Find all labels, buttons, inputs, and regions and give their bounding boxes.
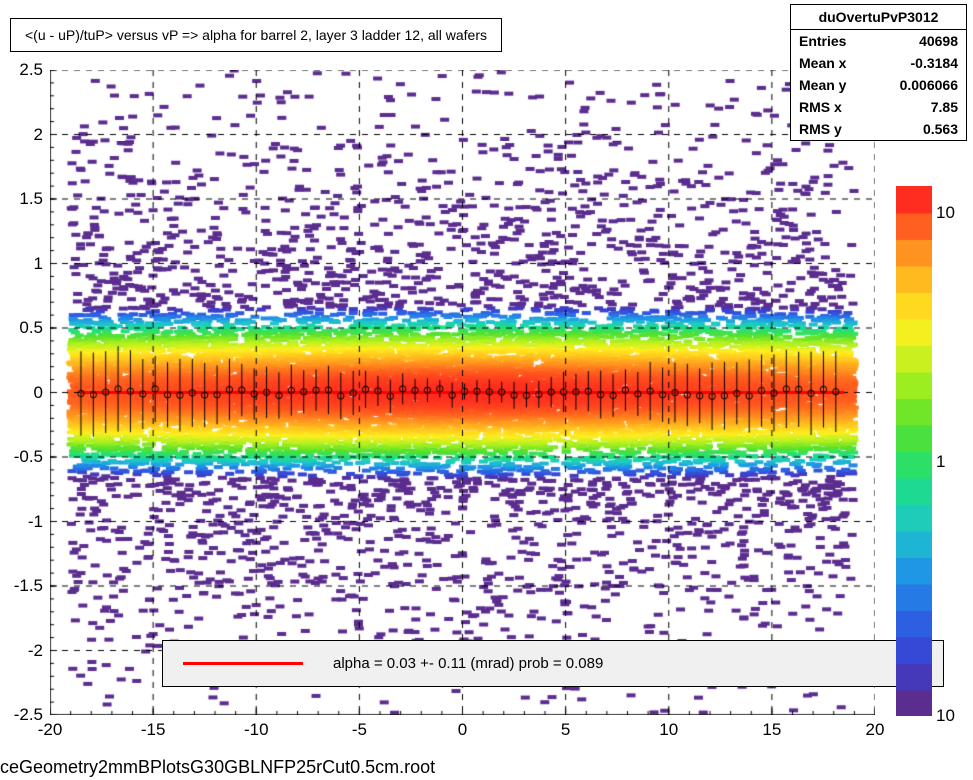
stats-value: -0.3184 — [911, 55, 958, 71]
stats-row: Entries 40698 — [791, 30, 966, 52]
colorbar: 10110 — [896, 186, 932, 716]
y-tick-label: -1.5 — [14, 576, 43, 596]
x-tick-label: 15 — [762, 720, 781, 740]
y-tick-label: -1 — [28, 512, 43, 532]
y-tick-label: 2 — [34, 125, 43, 145]
colorbar-tick-label: 1 — [936, 452, 945, 472]
root-container: <(u - uP)/tuP> versus vP => alpha for ba… — [0, 0, 973, 780]
stats-label: Entries — [799, 33, 846, 49]
y-tick-label: 0.5 — [19, 318, 43, 338]
stats-box: duOvertuPvP3012 Entries 40698 Mean x -0.318… — [790, 4, 967, 141]
plot-area: alpha = 0.03 +- 0.11 (mrad) prob = 0.089 — [50, 70, 875, 715]
plot-title-box: <(u - uP)/tuP> versus vP => alpha for ba… — [10, 18, 502, 52]
stats-value: 0.006066 — [900, 77, 958, 93]
x-tick-label: -5 — [352, 720, 367, 740]
x-tick-label: 5 — [561, 720, 570, 740]
stats-label: Mean x — [799, 55, 846, 71]
x-axis-labels: -20-15-10-505101520 — [50, 720, 875, 750]
stats-row: RMS y 0.563 — [791, 118, 966, 140]
stats-label: Mean y — [799, 77, 846, 93]
plot-canvas — [50, 70, 875, 715]
stats-header: duOvertuPvP3012 — [791, 5, 966, 30]
y-tick-label: -2 — [28, 641, 43, 661]
x-tick-label: 10 — [659, 720, 678, 740]
stats-row: Mean x -0.3184 — [791, 52, 966, 74]
y-tick-label: 1 — [34, 254, 43, 274]
footer-filename: ceGeometry2mmBPlotsG30GBLNFP25rCut0.5cm.… — [0, 757, 435, 778]
y-tick-label: 1.5 — [19, 189, 43, 209]
stats-value: 7.85 — [931, 99, 958, 115]
plot-title-text: <(u - uP)/tuP> versus vP => alpha for ba… — [25, 27, 487, 43]
y-tick-label: 2.5 — [19, 60, 43, 80]
stats-value: 40698 — [919, 33, 958, 49]
stats-row: Mean y 0.006066 — [791, 74, 966, 96]
legend-text: alpha = 0.03 +- 0.11 (mrad) prob = 0.089 — [333, 655, 603, 672]
y-axis-labels: -2.5-2-1.5-1-0.500.511.522.5 — [0, 70, 48, 715]
y-tick-label: 0 — [34, 383, 43, 403]
colorbar-tick-label: 10 — [936, 706, 955, 726]
legend-line-sample — [183, 662, 303, 665]
x-tick-label: 0 — [458, 720, 467, 740]
y-tick-label: -0.5 — [14, 447, 43, 467]
x-tick-label: -10 — [244, 720, 269, 740]
x-tick-label: -15 — [141, 720, 166, 740]
stats-label: RMS y — [799, 121, 842, 137]
stats-row: RMS x 7.85 — [791, 96, 966, 118]
colorbar-canvas — [896, 186, 932, 716]
stats-label: RMS x — [799, 99, 842, 115]
legend-box: alpha = 0.03 +- 0.11 (mrad) prob = 0.089 — [162, 640, 944, 687]
x-tick-label: 20 — [866, 720, 885, 740]
colorbar-tick-label: 10 — [936, 203, 955, 223]
stats-value: 0.563 — [923, 121, 958, 137]
x-tick-label: -20 — [38, 720, 63, 740]
